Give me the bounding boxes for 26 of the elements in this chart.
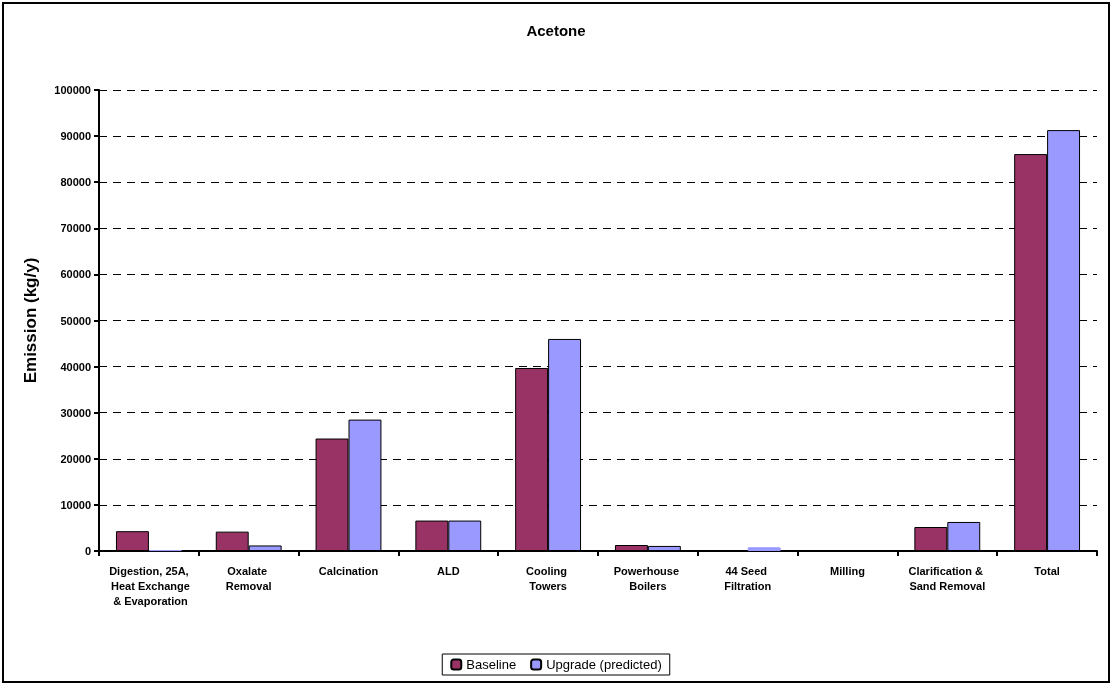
- y-tick-label: 90000: [60, 130, 91, 143]
- y-tick-label: 40000: [60, 360, 91, 373]
- y-tick-label: 60000: [60, 268, 91, 281]
- x-tick-label: ALD: [437, 564, 460, 577]
- chart-title: Acetone: [526, 22, 586, 39]
- x-tick-label: Powerhouse Boilers: [613, 564, 683, 592]
- x-tick-label: 44 Seed Filtration: [724, 564, 772, 592]
- y-tick-label: 80000: [60, 176, 91, 189]
- y-tick-label: 10000: [60, 498, 91, 511]
- y-tick-label: 70000: [60, 222, 91, 235]
- y-tick-label: 100000: [54, 84, 91, 96]
- x-tick-label: Oxalate Removal: [225, 564, 272, 592]
- y-tick-label: 20000: [60, 452, 91, 465]
- y-tick-label: 0: [84, 545, 91, 557]
- bar: [747, 547, 781, 551]
- legend-label: Upgrade (predicted): [546, 657, 662, 672]
- x-tick-label: Cooling Towers: [526, 564, 571, 592]
- x-tick-label: Clarification & Sand Removal: [908, 564, 987, 592]
- x-tick-label: Total: [1034, 564, 1060, 577]
- legend-label: Baseline: [466, 657, 517, 672]
- y-tick-label: 30000: [60, 406, 91, 419]
- x-tick-label: Digestion, 25A, Heat Exchange & Evaporation: [107, 564, 190, 607]
- x-tick-label: Milling: [830, 564, 865, 577]
- y-tick-label: 50000: [60, 314, 91, 327]
- x-tick-label: Calcination: [318, 564, 379, 577]
- y-axis-title: Emission (kg/y): [21, 257, 40, 384]
